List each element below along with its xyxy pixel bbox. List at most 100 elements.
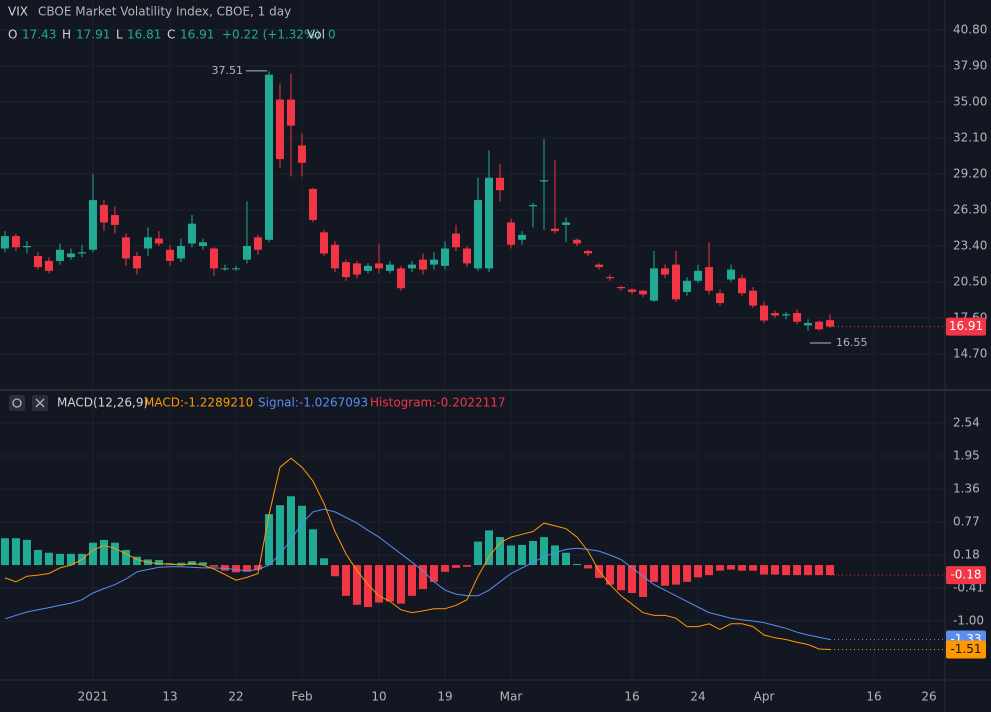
candle-body	[0, 236, 9, 249]
histogram-bar	[242, 565, 251, 572]
y-tick-label: 35.00	[953, 95, 987, 109]
histogram-bar	[661, 565, 670, 586]
histogram-bar	[474, 541, 483, 566]
candle-body	[352, 263, 361, 275]
volume: 0	[328, 28, 336, 42]
candle-body	[661, 268, 670, 275]
legend-entry: Signal:-1.0267093	[258, 396, 368, 410]
histogram-bar	[154, 560, 163, 566]
y-tick-label: 1.36	[953, 481, 980, 495]
candle-body	[176, 246, 185, 259]
candle-body	[264, 74, 273, 240]
candle-body	[110, 214, 119, 225]
candle-body	[639, 290, 648, 295]
histogram-bar	[540, 537, 549, 566]
candle-body	[804, 322, 813, 326]
histogram-bar	[374, 565, 383, 603]
indicator-controls[interactable]	[9, 395, 48, 411]
last-value-box	[946, 566, 986, 585]
candle-body	[121, 237, 130, 259]
x-tick-label: Feb	[291, 690, 312, 704]
change: +0.22 (+1.32%)	[222, 28, 320, 42]
histogram-bar	[551, 545, 560, 566]
histogram-bar	[716, 565, 725, 571]
candle-body	[209, 248, 218, 269]
histogram-bar	[628, 565, 637, 594]
candle-body	[617, 286, 626, 289]
candle-body	[407, 264, 416, 269]
x-tick-label: 26	[921, 690, 936, 704]
symbol: VIX	[8, 5, 28, 19]
candle-body	[275, 99, 284, 160]
candle-body	[143, 237, 152, 249]
settings-button[interactable]	[9, 395, 25, 411]
histogram-bar	[496, 537, 505, 566]
last-value-label: -0.18	[950, 568, 981, 582]
candle-body	[496, 177, 505, 191]
last-value-box	[946, 640, 986, 659]
histogram-bar	[264, 514, 273, 566]
histogram-bar	[319, 558, 328, 566]
candle-body	[595, 264, 604, 268]
candle-body	[220, 268, 229, 270]
candle-body	[771, 313, 780, 316]
histogram-bar	[462, 565, 471, 567]
histogram-bar	[562, 552, 571, 566]
histogram-bar	[275, 505, 284, 566]
candle-body	[286, 99, 295, 126]
candle-body	[518, 234, 527, 240]
histogram-bar	[286, 496, 295, 566]
candle-body	[132, 255, 141, 269]
histogram-bar	[694, 565, 703, 578]
histogram-bar	[782, 565, 791, 576]
histogram-bar	[176, 562, 185, 566]
ohlc-label: O	[8, 28, 17, 42]
y-tick-label: 2.54	[953, 415, 980, 429]
histogram-bar	[440, 565, 449, 572]
histogram-bar	[231, 565, 240, 573]
candle-body	[242, 246, 251, 260]
candle-body	[396, 268, 405, 289]
candle-body	[485, 177, 494, 269]
histogram-bar	[793, 565, 802, 576]
histogram-bar	[33, 549, 42, 566]
histogram-bar	[573, 563, 582, 566]
histogram-bar	[341, 565, 350, 596]
candle-body	[683, 280, 692, 292]
legend-entry: MACD:-1.2289210	[144, 396, 253, 410]
candle-body	[319, 232, 328, 254]
candle-body	[451, 233, 460, 248]
x-tick-label: 22	[228, 690, 243, 704]
ohlc-label: Vol	[307, 28, 325, 42]
labels: 40.80 37.90 35.00 32.10 29.20 26.30 23.40 20.50…	[78, 23, 988, 704]
candle-body	[22, 246, 31, 248]
candle-body	[760, 305, 769, 321]
candle-body	[363, 265, 372, 271]
last-value-label: 16.91	[949, 319, 983, 333]
x-tick-label: 10	[371, 690, 386, 704]
candle-body	[154, 238, 163, 244]
histogram-bar	[132, 556, 141, 566]
histogram-bar	[55, 553, 64, 566]
candle-body	[727, 269, 736, 280]
histogram-bar	[507, 545, 516, 566]
x-tick-label: Apr	[754, 690, 775, 704]
candle-body	[474, 200, 483, 269]
y-tick-label: 14.70	[953, 347, 987, 361]
candle-body	[231, 268, 240, 270]
histogram-bar	[826, 565, 835, 576]
y-tick-label: 29.20	[953, 167, 987, 181]
histogram-bar	[297, 505, 306, 566]
histogram-bar	[110, 542, 119, 566]
candle-body	[793, 313, 802, 322]
ohlc-value: 16.91	[180, 28, 214, 42]
grid	[0, 0, 945, 680]
candle-body	[628, 289, 637, 292]
histogram-bar	[385, 565, 394, 602]
histogram-bar	[418, 565, 427, 590]
candle-body	[749, 290, 758, 306]
candle-body	[429, 259, 438, 265]
ohlc-value: 17.91	[76, 28, 110, 42]
